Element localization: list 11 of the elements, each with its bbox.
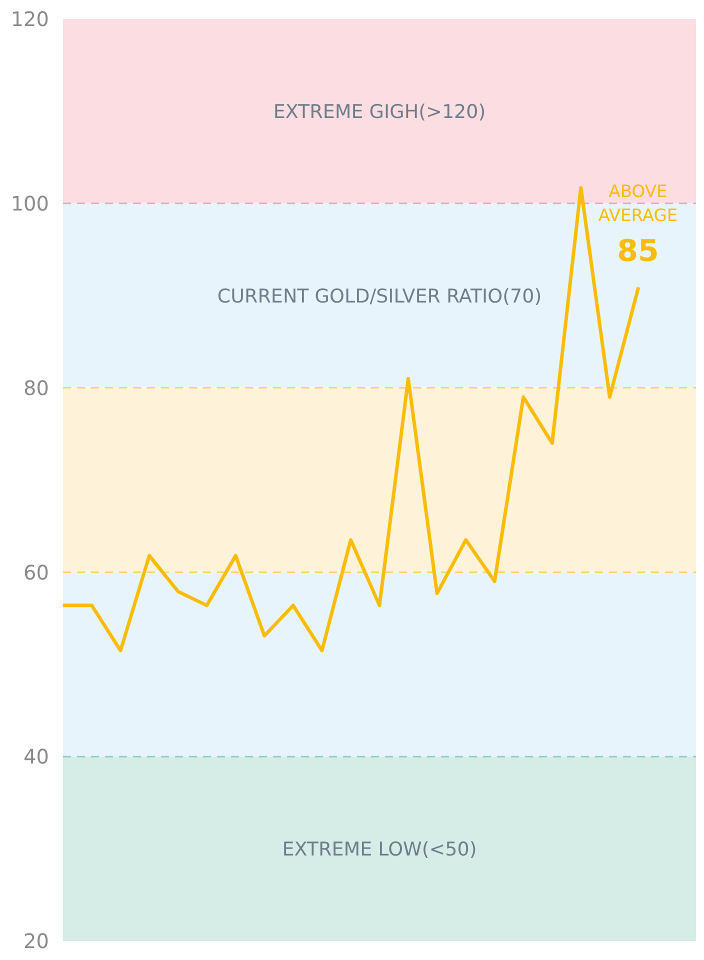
y-tick-label: 80 [24,376,49,400]
band-label: EXTREME LOW(<50) [282,838,477,861]
y-tick-label: 100 [10,192,49,216]
annotation: 85 [616,234,660,269]
annotation: ABOVE AVERAGE [597,181,679,228]
y-tick-label: 20 [24,929,49,954]
band-label: EXTREME GIGH(>120) [273,100,486,123]
y-tick-label: 40 [24,744,49,769]
y-tick-label: 60 [24,560,49,584]
y-tick-label: 120 [10,7,49,32]
band-label: CURRENT GOLD/SILVER RATIO(70) [217,285,542,308]
